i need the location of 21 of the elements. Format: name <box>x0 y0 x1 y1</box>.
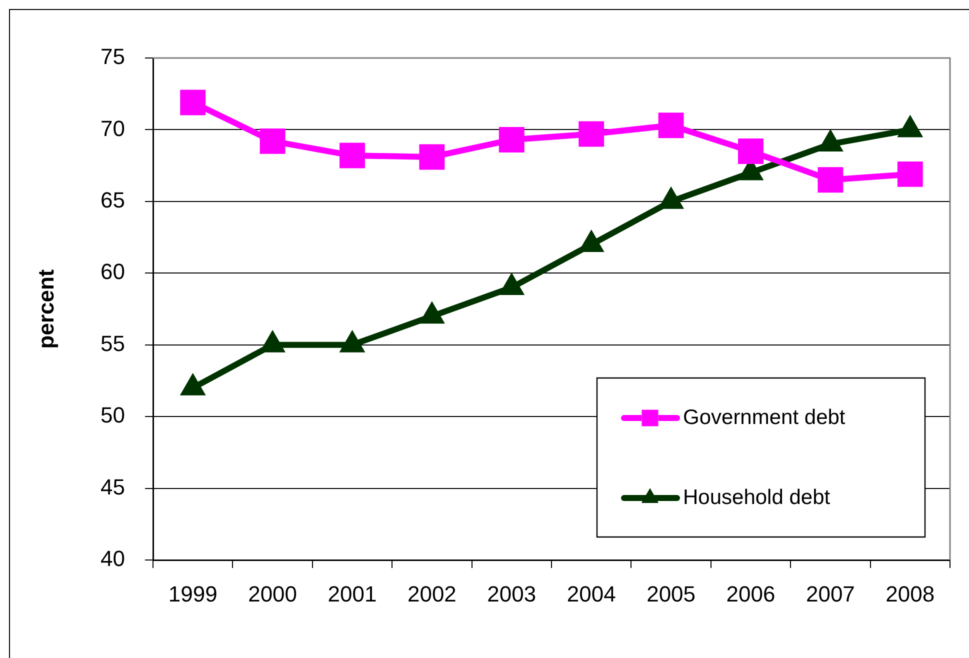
x-tick-label: 2007 <box>806 581 855 606</box>
x-tick-label: 2006 <box>726 581 776 606</box>
x-tick-label: 2005 <box>646 581 696 606</box>
x-tick-label: 2008 <box>886 581 935 606</box>
y-tick-label: 50 <box>100 402 125 428</box>
x-tick-label: 2002 <box>407 581 456 606</box>
y-tick-label: 60 <box>100 259 125 284</box>
legend-label: Government debt <box>683 406 846 429</box>
x-tick-label: 2000 <box>248 581 298 606</box>
y-tick-label: 40 <box>100 546 125 572</box>
y-tick-label: 45 <box>100 474 125 500</box>
x-tick-label: 2003 <box>487 581 536 606</box>
y-tick-label: 55 <box>100 330 125 356</box>
y-tick-label: 70 <box>100 116 125 141</box>
x-tick-label: 1999 <box>168 581 218 606</box>
y-tick-label: 75 <box>100 44 125 70</box>
legend-label: Household debt <box>683 486 830 509</box>
y-tick-label: 65 <box>100 187 125 212</box>
y-axis-title: percent <box>33 268 58 349</box>
x-tick-label: 2004 <box>566 581 616 606</box>
x-tick-label: 2001 <box>328 581 377 606</box>
